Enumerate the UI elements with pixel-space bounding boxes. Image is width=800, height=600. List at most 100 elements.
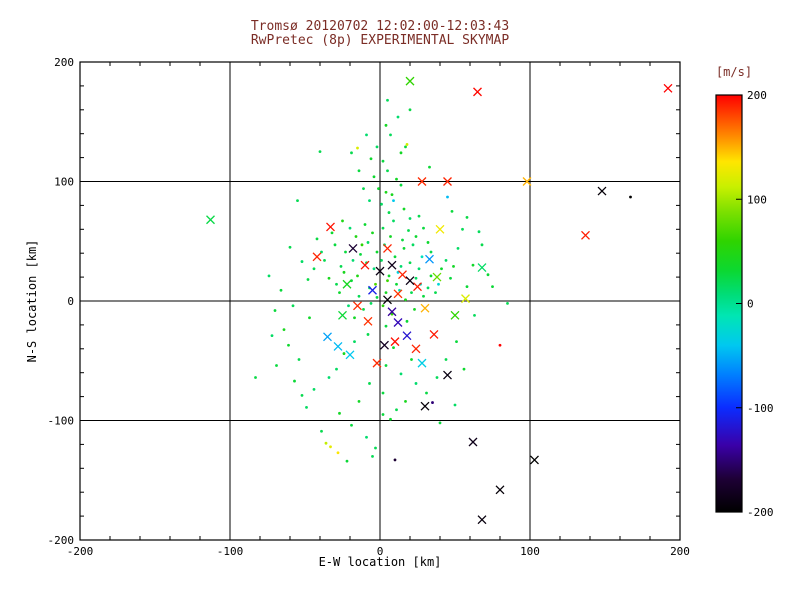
data-point-cross: [393, 318, 403, 327]
data-point-dot: [422, 226, 425, 230]
data-point-dot: [279, 288, 283, 292]
data-point-dot: [408, 261, 412, 265]
data-point-dot: [404, 145, 407, 149]
data-point-cross: [345, 350, 355, 360]
data-point-dot: [372, 175, 376, 179]
data-point-cross: [420, 303, 430, 313]
data-point-dot: [368, 199, 371, 203]
data-point-dot: [359, 252, 362, 256]
data-point-dot: [339, 264, 343, 268]
data-point-dot: [312, 267, 316, 271]
data-point-dot: [401, 238, 404, 242]
plot-dynamic-layer: -200 -100 0 100 200 -200 -100 0 100 200 200 100 0 -10…: [48, 56, 774, 558]
data-point-dot: [354, 235, 358, 238]
data-point-dot: [327, 276, 331, 280]
data-point-dot: [365, 435, 368, 439]
data-point-cross: [417, 358, 427, 368]
y-tick-label: -200: [48, 534, 75, 547]
data-point-cross: [353, 301, 362, 311]
data-point-dot: [429, 274, 433, 278]
data-point-dot: [381, 226, 385, 230]
data-point-dot: [273, 309, 277, 312]
data-point-cross: [405, 276, 415, 286]
data-point-cross: [383, 295, 392, 305]
data-point-cross: [477, 515, 487, 525]
data-point-dot: [486, 273, 490, 277]
data-point-dot: [365, 133, 368, 137]
data-point-cross: [522, 177, 532, 186]
data-point-dot: [275, 364, 278, 367]
data-point-dot: [369, 301, 373, 305]
data-point-dot: [431, 401, 434, 404]
data-point-dot: [357, 169, 361, 173]
data-point-dot: [456, 247, 460, 250]
colorbar-tick-label: 0: [747, 298, 754, 311]
tick-labels: -200 -100 0 100 200 -200 -100 0 100 200: [48, 56, 690, 558]
data-point-dot: [417, 267, 421, 271]
data-point-dot: [428, 165, 431, 169]
x-tick-label: 0: [377, 545, 384, 558]
data-point-dot: [408, 108, 412, 112]
data-point-dot: [330, 231, 334, 235]
x-tick-label: 200: [670, 545, 690, 558]
data-point-dot: [366, 241, 370, 244]
data-point-cross: [206, 215, 215, 225]
data-point-dot: [386, 169, 389, 173]
data-point-dot: [444, 358, 448, 361]
data-point-dot: [411, 243, 415, 247]
data-point-dot: [324, 441, 328, 445]
data-point-dot: [414, 235, 418, 238]
data-point-cross: [473, 87, 482, 97]
data-point-dot: [344, 250, 347, 254]
data-point-dot: [435, 376, 439, 379]
data-point-dot: [353, 316, 356, 320]
data-point-dot: [308, 316, 311, 320]
y-tick-label: 100: [54, 176, 74, 189]
data-point-dot: [357, 399, 361, 403]
data-point-dot: [288, 245, 292, 249]
axis-ticks: [79, 61, 681, 541]
x-tick-label: -200: [67, 545, 94, 558]
data-point-dot: [387, 211, 391, 214]
data-point-cross: [495, 485, 505, 495]
data-point-cross: [530, 455, 539, 465]
data-point-dot: [351, 258, 355, 262]
data-point-cross: [363, 316, 373, 326]
data-point-dot: [306, 278, 310, 281]
data-point-dot: [368, 382, 371, 385]
data-point-cross: [581, 230, 590, 240]
data-point-cross: [443, 370, 452, 380]
plot-title-line1: Tromsø 20120702 12:02:00-12:03:43: [251, 19, 509, 34]
data-point-dot: [440, 267, 443, 271]
data-point-dot: [362, 307, 365, 311]
data-point-cross: [383, 243, 392, 253]
data-point-dot: [449, 276, 452, 280]
data-point-dot: [312, 388, 316, 391]
colorbar-tick-label: 100: [747, 193, 767, 206]
x-axis-label: E-W location [km]: [319, 555, 442, 569]
data-point-dot: [405, 319, 409, 323]
data-point-dot: [426, 286, 430, 290]
colorbar-units-label: [m/s]: [716, 65, 752, 79]
data-point-dot: [348, 226, 352, 230]
data-point-cross: [411, 344, 421, 354]
data-point-dot: [420, 255, 424, 259]
data-point-dot: [329, 445, 332, 449]
data-point-dot: [350, 151, 353, 155]
data-point-dot: [342, 270, 346, 274]
data-point-dot: [392, 199, 395, 203]
data-point-dot: [404, 298, 407, 302]
data-point-dot: [392, 346, 395, 350]
data-point-dot: [395, 177, 398, 181]
data-point-dot: [345, 459, 349, 463]
data-point-cross: [420, 401, 430, 411]
data-point-dot: [374, 282, 377, 286]
data-point-dot: [389, 133, 392, 137]
data-point-dot: [434, 291, 437, 295]
data-point-cross: [338, 310, 347, 320]
data-point-dot: [395, 408, 398, 412]
data-point-dot: [300, 394, 304, 397]
data-point-dot: [371, 231, 374, 235]
data-point-dot: [333, 243, 337, 247]
